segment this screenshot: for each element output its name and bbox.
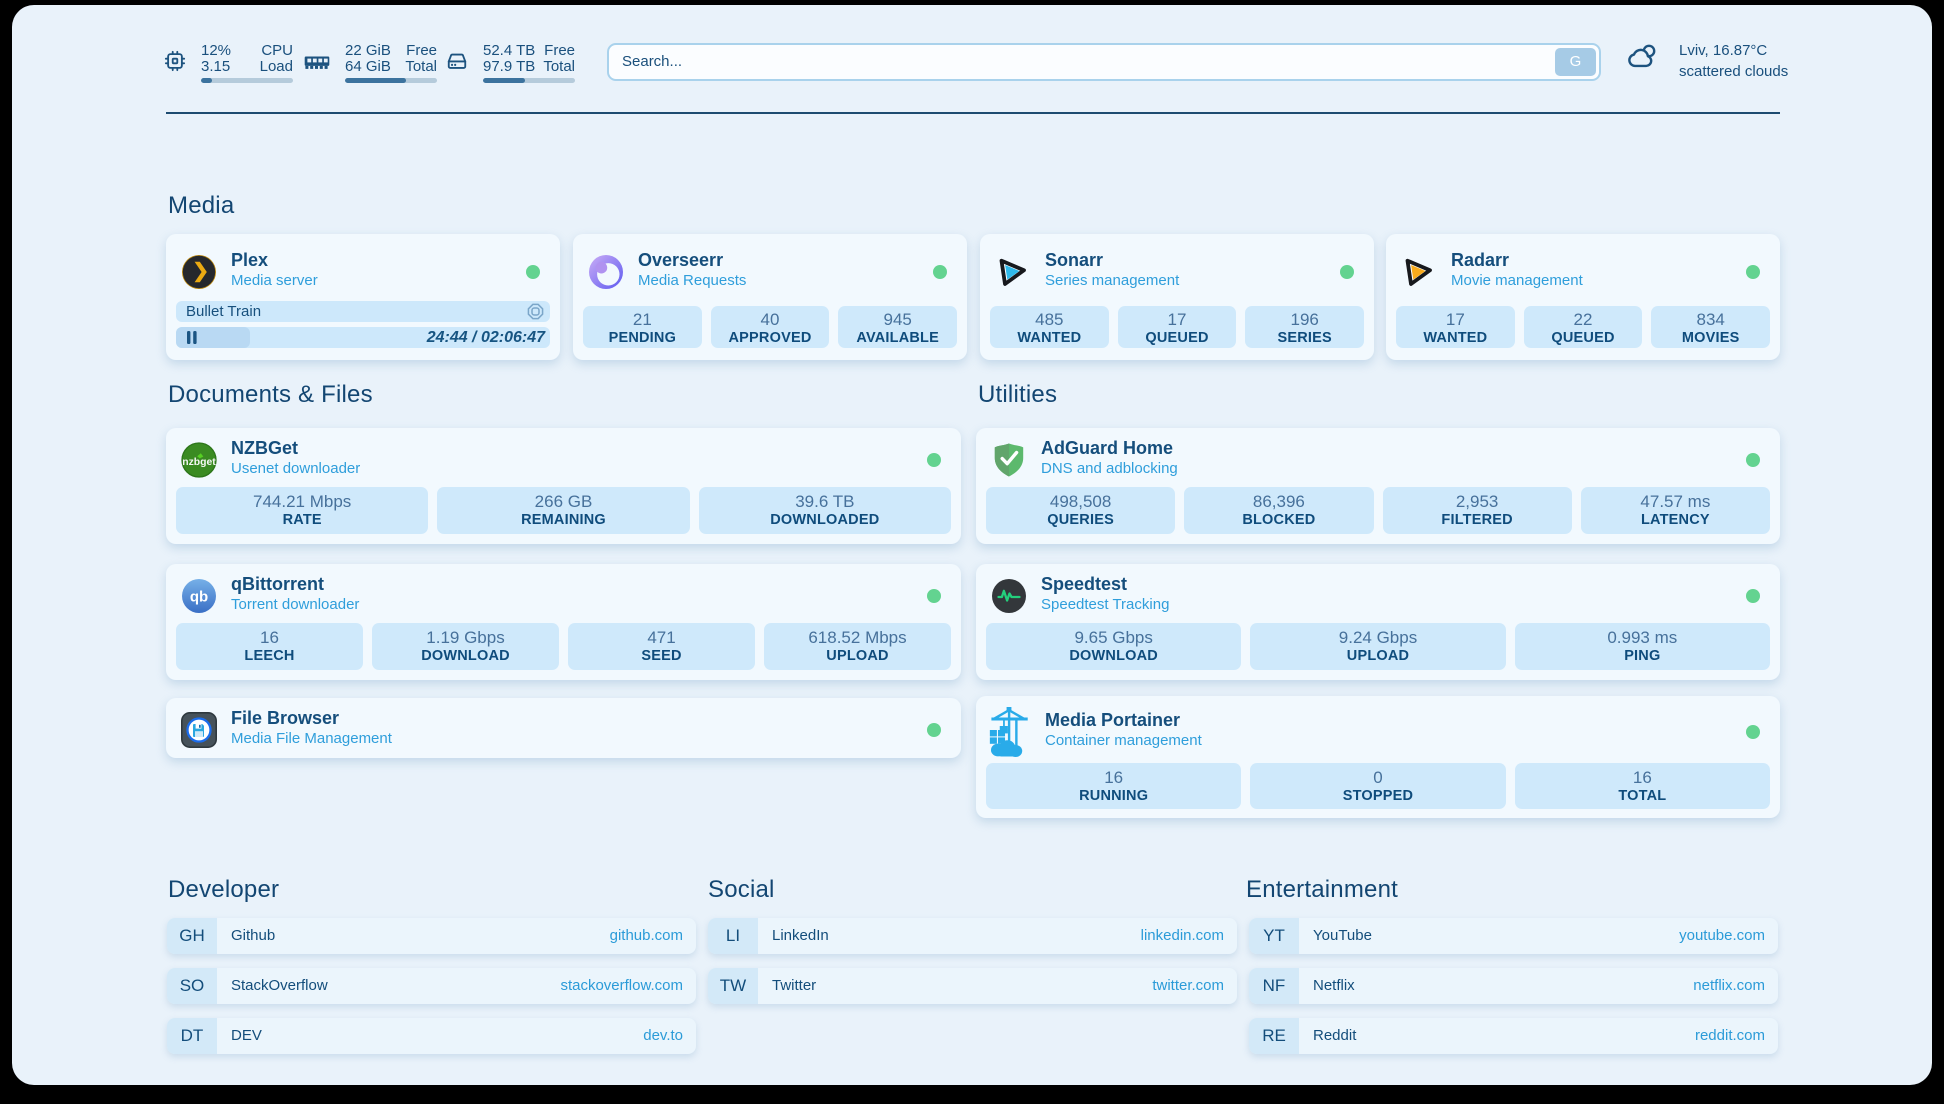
svg-text:nzbget: nzbget (182, 457, 216, 468)
svg-text:qb: qb (190, 589, 208, 606)
